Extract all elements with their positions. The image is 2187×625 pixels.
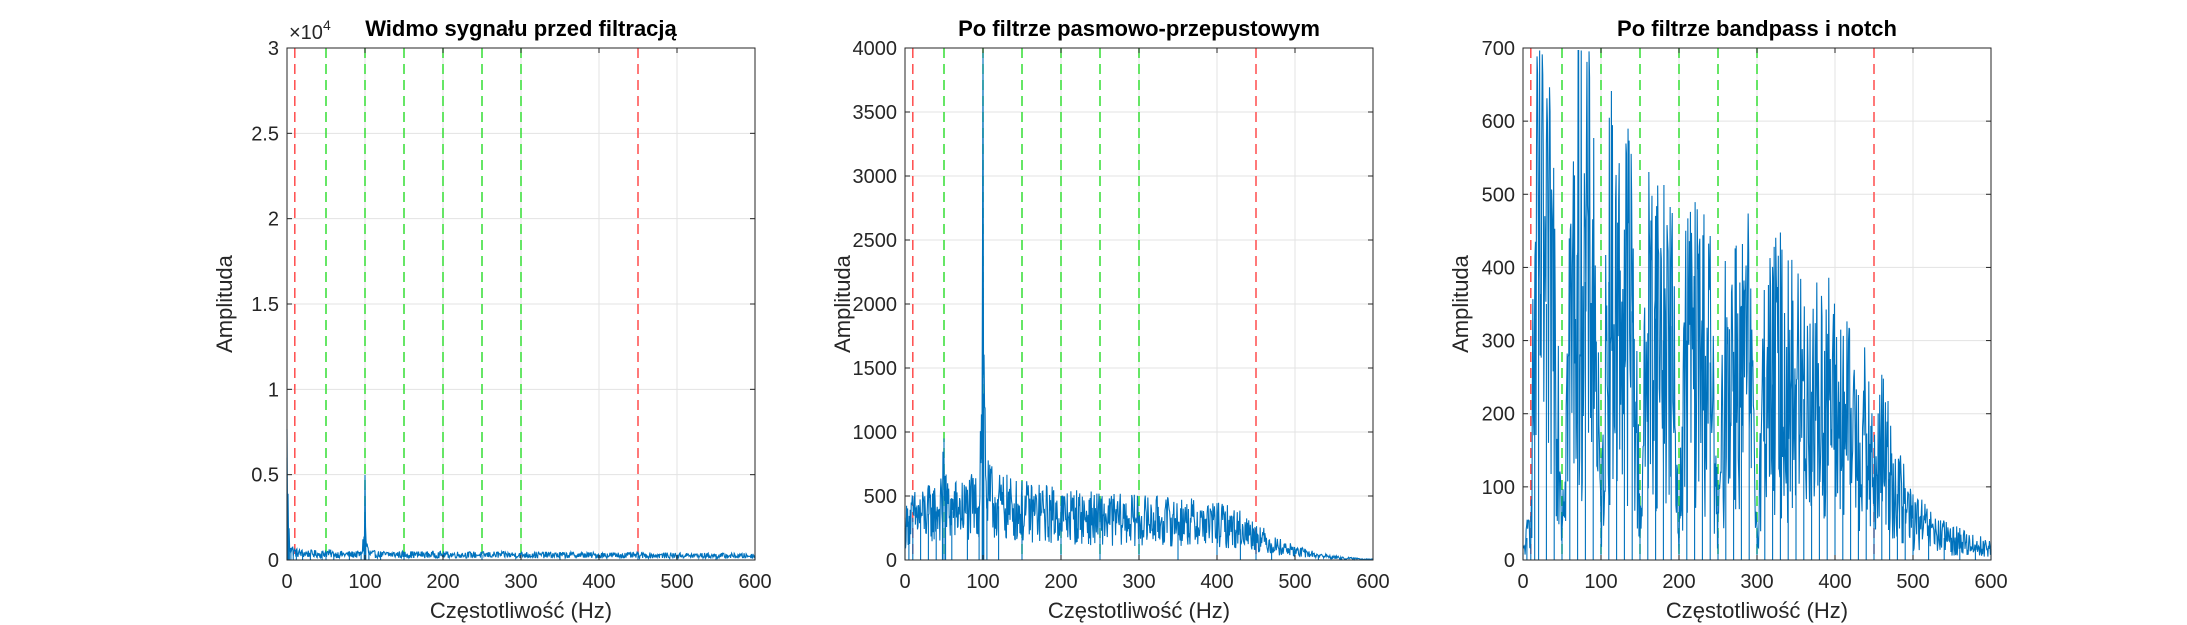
chart-title: Po filtrze bandpass i notch xyxy=(1617,16,1897,41)
x-tick-label: 300 xyxy=(504,571,537,593)
y-tick-label: 2000 xyxy=(853,294,898,316)
x-axis-label: Częstotliwość (Hz) xyxy=(1666,598,1848,623)
x-tick-label: 0 xyxy=(899,571,910,593)
y-tick-label: 500 xyxy=(864,486,897,508)
x-tick-label: 0 xyxy=(1517,571,1528,593)
y-tick-label: 2 xyxy=(268,209,279,231)
x-tick-label: 400 xyxy=(1818,571,1851,593)
y-tick-label: 600 xyxy=(1482,111,1515,133)
chart-panel-1: 0 100 200 300 400 500 600 0 0.5 1 1.5 2 2.5 3 ×104 Widm… xyxy=(212,16,772,623)
y-tick-label: 2.5 xyxy=(251,123,279,145)
x-tick-label: 200 xyxy=(426,571,459,593)
y-tick-label: 200 xyxy=(1482,404,1515,426)
y-tick-label: 3 xyxy=(268,38,279,60)
x-tick-label: 100 xyxy=(1584,571,1617,593)
x-tick-label: 100 xyxy=(348,571,381,593)
x-tick-label: 400 xyxy=(1200,571,1233,593)
y-tick-label: 1 xyxy=(268,379,279,401)
y-exponent-label: ×104 xyxy=(289,17,331,44)
y-tick-label: 0.5 xyxy=(251,465,279,487)
chart-title: Po filtrze pasmowo-przepustowym xyxy=(958,16,1320,41)
x-tick-label: 600 xyxy=(1974,571,2007,593)
y-tick-label: 4000 xyxy=(853,38,898,60)
data-series-line xyxy=(1522,50,1992,560)
y-tick-label: 1500 xyxy=(853,358,898,380)
y-tick-label: 0 xyxy=(1504,550,1515,572)
x-axis-label: Częstotliwość (Hz) xyxy=(430,598,612,623)
y-tick-label: 1000 xyxy=(853,422,898,444)
y-tick-label: 500 xyxy=(1482,184,1515,206)
x-axis-label: Częstotliwość (Hz) xyxy=(1048,598,1230,623)
x-tick-label: 500 xyxy=(1278,571,1311,593)
y-tick-label: 1.5 xyxy=(251,294,279,316)
x-tick-label: 500 xyxy=(1896,571,1929,593)
y-tick-label: 400 xyxy=(1482,257,1515,279)
y-tick-label: 300 xyxy=(1482,331,1515,353)
x-tick-label: 0 xyxy=(281,571,292,593)
y-tick-label: 0 xyxy=(268,550,279,572)
y-tick-label: 700 xyxy=(1482,38,1515,60)
chart-panel-2: 0 100 200 300 400 500 600 0 500 1000 1500 2000 2500 3… xyxy=(830,16,1390,623)
x-tick-label: 200 xyxy=(1044,571,1077,593)
chart-panel-3: 0 100 200 300 400 500 600 0 100 200 300 400 500 600 70… xyxy=(1448,16,2008,623)
x-tick-label: 200 xyxy=(1662,571,1695,593)
x-tick-label: 500 xyxy=(660,571,693,593)
y-tick-label: 3500 xyxy=(853,102,898,124)
x-tick-label: 300 xyxy=(1122,571,1155,593)
x-tick-label: 600 xyxy=(738,571,771,593)
y-axis-label: Amplituda xyxy=(1448,254,1473,353)
x-tick-label: 100 xyxy=(966,571,999,593)
chart-title: Widmo sygnału przed filtracją xyxy=(365,16,677,41)
y-tick-label: 3000 xyxy=(853,166,898,188)
y-tick-label: 100 xyxy=(1482,477,1515,499)
y-axis-label: Amplituda xyxy=(212,254,237,353)
x-tick-label: 600 xyxy=(1356,571,1389,593)
y-tick-label: 0 xyxy=(886,550,897,572)
x-tick-label: 400 xyxy=(582,571,615,593)
x-tick-label: 300 xyxy=(1740,571,1773,593)
y-tick-label: 2500 xyxy=(853,230,898,252)
y-axis-label: Amplituda xyxy=(830,254,855,353)
